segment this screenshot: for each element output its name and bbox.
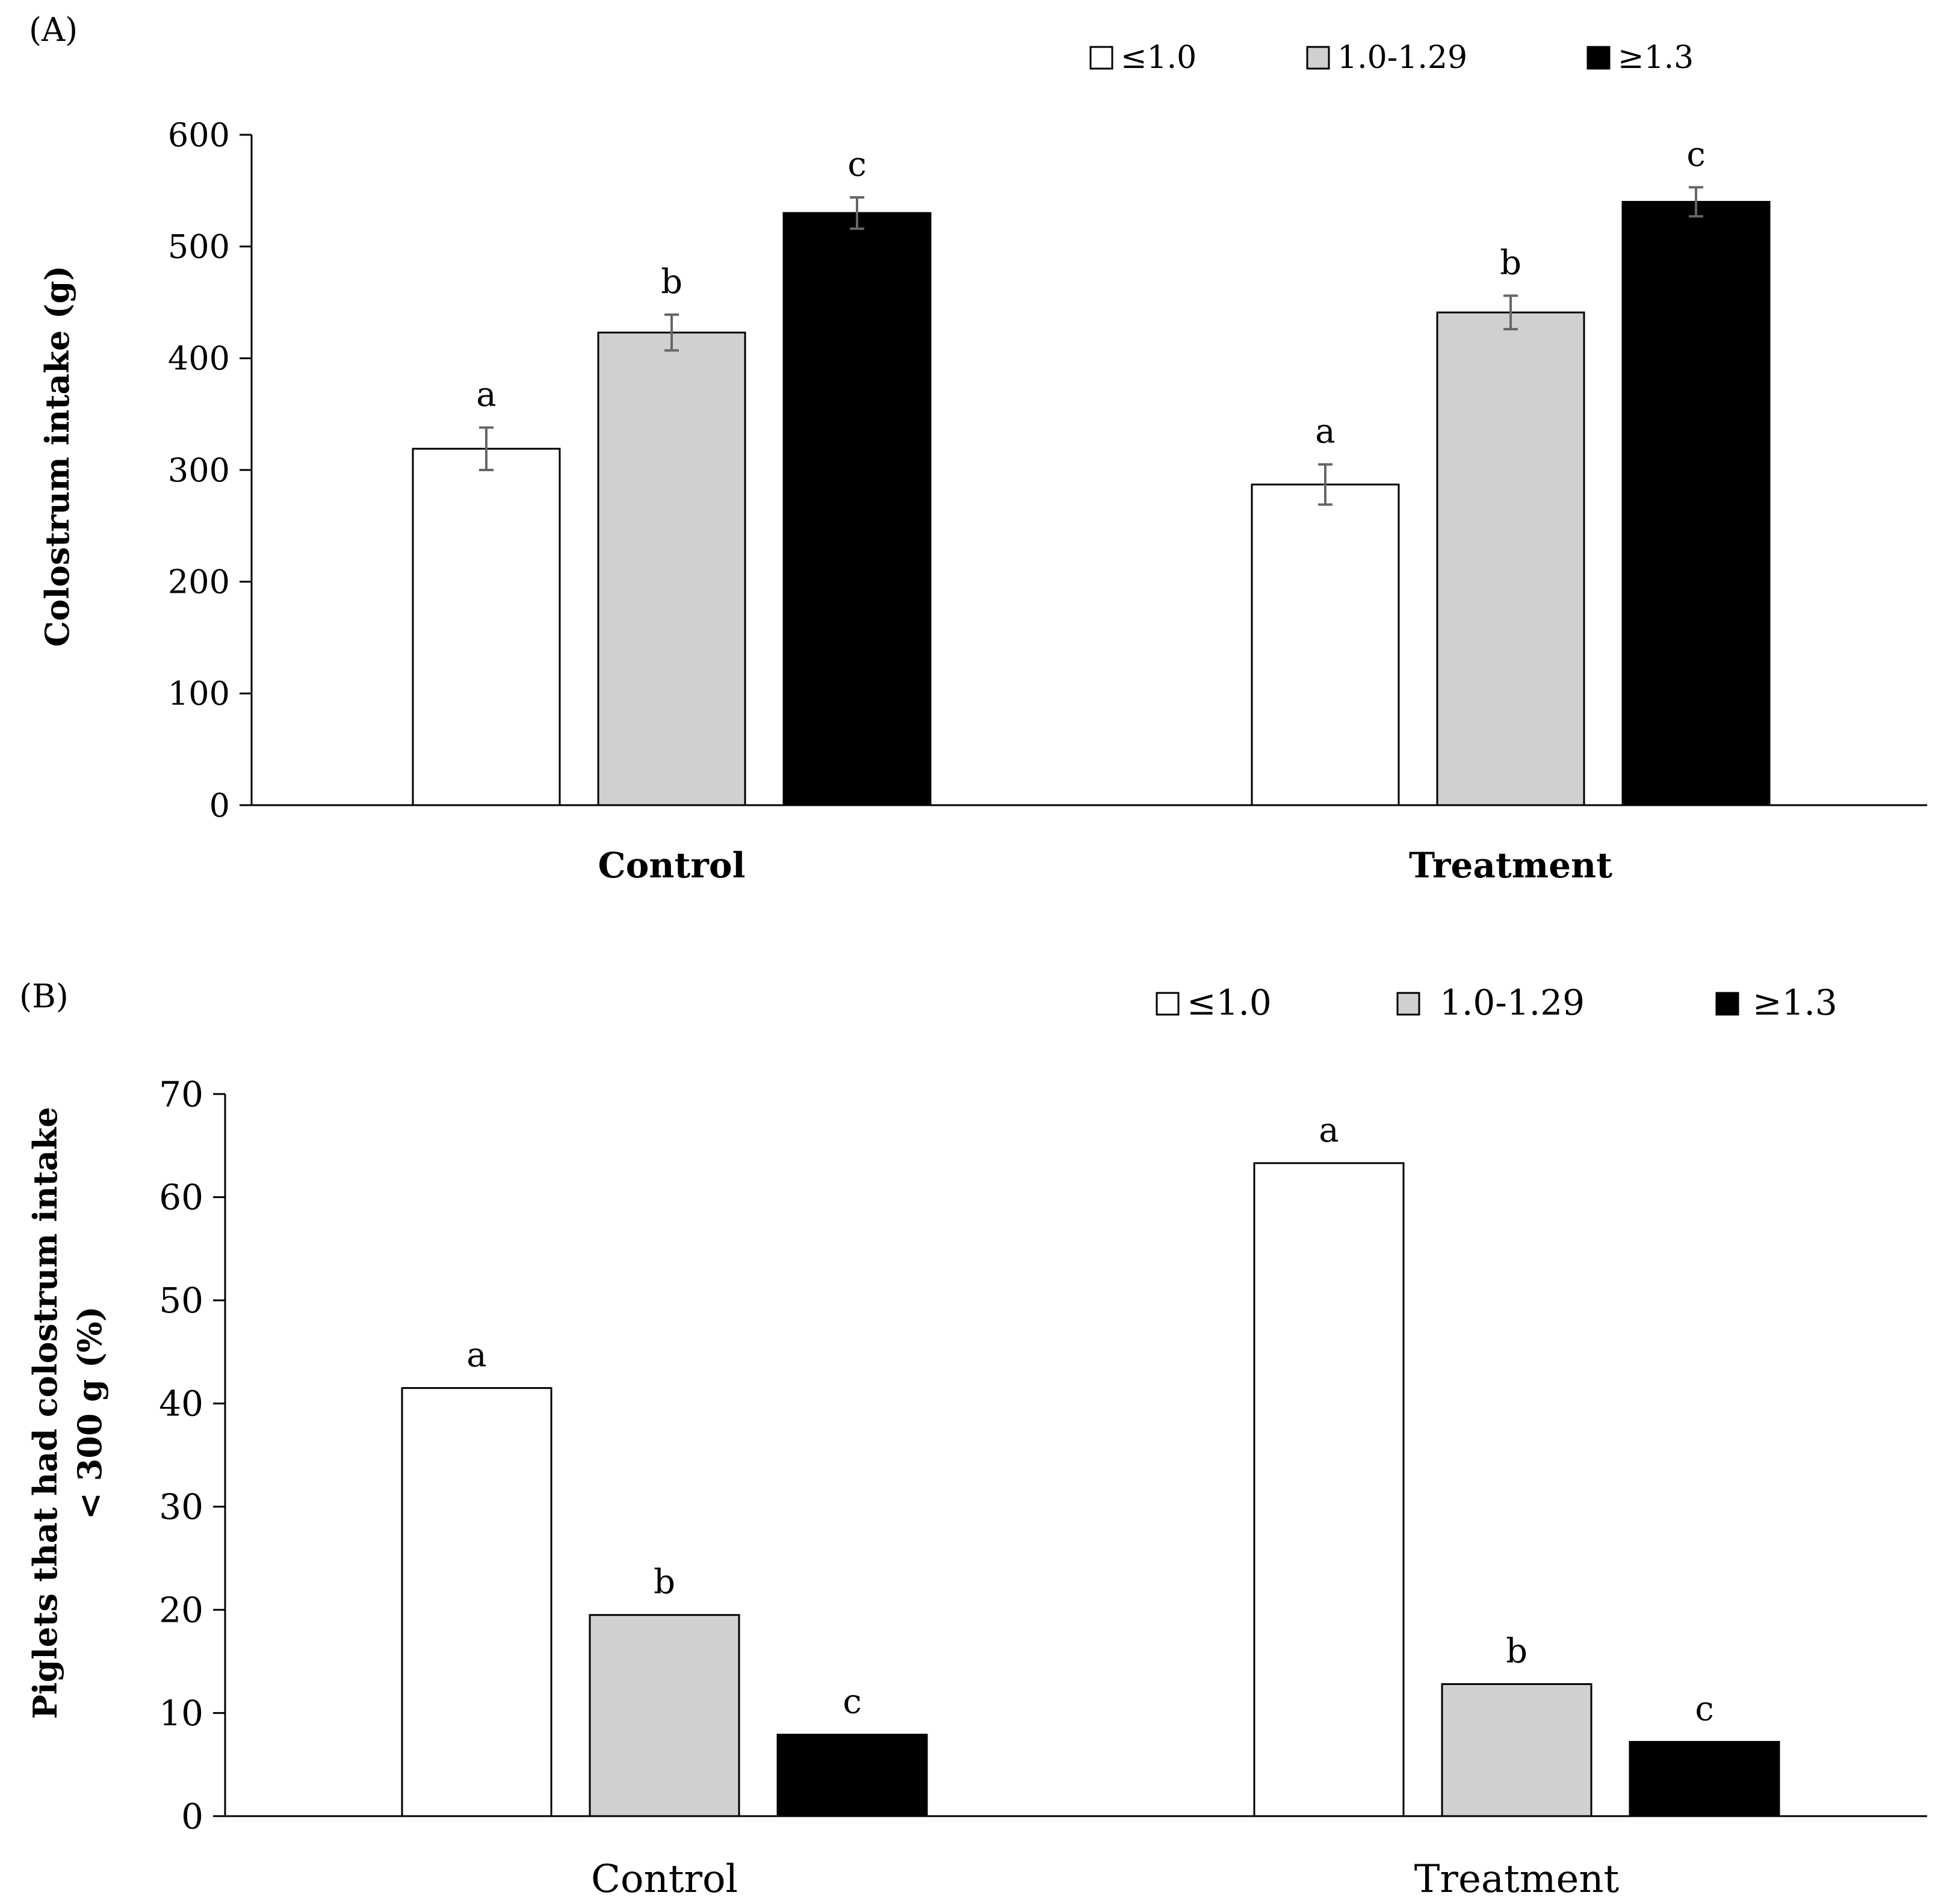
y-axis-tick-label: 600 (168, 116, 230, 154)
legend-label-series-2: 1.0-1.29 (1337, 40, 1467, 76)
y-axis-tick-label: 60 (159, 1177, 203, 1218)
significance-letter: b (654, 1563, 675, 1602)
x-axis-category-label: Treatment (1414, 1857, 1620, 1902)
bar-control-series-1 (412, 448, 561, 806)
legend-swatch-series-3 (1586, 46, 1611, 70)
y-axis-tick-label: 500 (168, 228, 230, 266)
y-axis-tick-label: 70 (159, 1074, 203, 1114)
y-axis-tick-label: 100 (168, 675, 230, 712)
x-axis-category-label: Control (598, 845, 745, 886)
panel-a: (A) ≤1.0 1.0-1.29 ≥1.3 Colostrum intake … (29, 11, 1927, 886)
bar-control-series-3 (776, 1734, 928, 1817)
panel-b-label: (B) (19, 977, 69, 1015)
significance-letter: a (1315, 412, 1335, 451)
significance-letter: a (1319, 1111, 1339, 1150)
panel-b-y-axis-title-line-2: < 300 g (%) (70, 1306, 109, 1520)
legend-label-series-2: 1.0-1.29 (1440, 982, 1585, 1023)
significance-letter: c (1695, 1690, 1713, 1729)
legend-label-series-3: ≥1.3 (1753, 982, 1837, 1023)
bar-treatment-series-1 (1253, 1162, 1405, 1817)
legend-swatch-series-1 (1089, 46, 1113, 70)
x-axis-category-label: Treatment (1409, 845, 1612, 886)
significance-letter: b (1506, 1632, 1528, 1671)
bar-treatment-series-3 (1621, 200, 1771, 806)
bar-control-series-3 (782, 212, 932, 806)
bar-treatment-series-3 (1629, 1741, 1780, 1817)
bar-treatment-series-2 (1436, 311, 1585, 806)
legend-label-series-1: ≤1.0 (1187, 982, 1272, 1023)
y-axis-tick-label: 200 (168, 563, 230, 601)
y-axis-tick-label: 300 (168, 451, 230, 489)
panel-b-y-axis-title-line-1: Piglets that had colostrum intake (26, 1107, 64, 1719)
significance-letter: a (476, 375, 496, 414)
bar-control-series-2 (597, 332, 746, 806)
significance-letter: c (847, 145, 866, 184)
panel-a-label: (A) (29, 11, 78, 49)
y-axis-tick-label: 400 (168, 339, 230, 377)
x-axis-category-label: Control (591, 1857, 738, 1902)
significance-letter: c (843, 1683, 861, 1722)
bar-control-series-2 (589, 1614, 740, 1817)
legend-swatch-series-2 (1396, 992, 1420, 1016)
y-axis-tick-label: 10 (159, 1693, 203, 1734)
significance-letter: a (466, 1336, 486, 1375)
significance-letter: b (1500, 243, 1521, 282)
panel-b-plot: 0 10 20 30 40 50 60 70 a b c Control a b c Treatment (159, 1074, 1927, 1902)
legend-swatch-series-3 (1715, 992, 1739, 1016)
panel-a-legend: ≤1.0 1.0-1.29 ≥1.3 (1089, 40, 1694, 76)
legend-swatch-series-2 (1306, 46, 1330, 70)
bar-treatment-series-1 (1251, 483, 1400, 806)
bar-control-series-1 (401, 1387, 552, 1817)
y-axis-tick-label: 30 (159, 1486, 203, 1527)
panel-a-y-axis-title: Colostrum intake (g) (38, 265, 76, 647)
legend-label-series-1: ≤1.0 (1121, 40, 1196, 76)
y-axis-tick-label: 40 (159, 1383, 203, 1424)
panel-a-plot: 0 100 200 300 400 500 600 a b c Control a b c Treatmen… (168, 116, 1927, 886)
y-axis-tick-label: 20 (159, 1589, 203, 1630)
y-axis-tick-label: 0 (209, 787, 230, 824)
panel-b-legend: ≤1.0 1.0-1.29 ≥1.3 (1156, 982, 1837, 1023)
bar-treatment-series-2 (1441, 1683, 1592, 1817)
y-axis-tick-label: 50 (159, 1280, 203, 1321)
significance-letter: b (661, 262, 682, 301)
significance-letter: c (1686, 135, 1705, 174)
panel-b: (B) ≤1.0 1.0-1.29 ≥1.3 Piglets that had … (19, 977, 1927, 1902)
y-axis-tick-label: 0 (181, 1796, 203, 1837)
legend-swatch-series-1 (1156, 992, 1180, 1016)
legend-label-series-3: ≥1.3 (1618, 40, 1694, 76)
